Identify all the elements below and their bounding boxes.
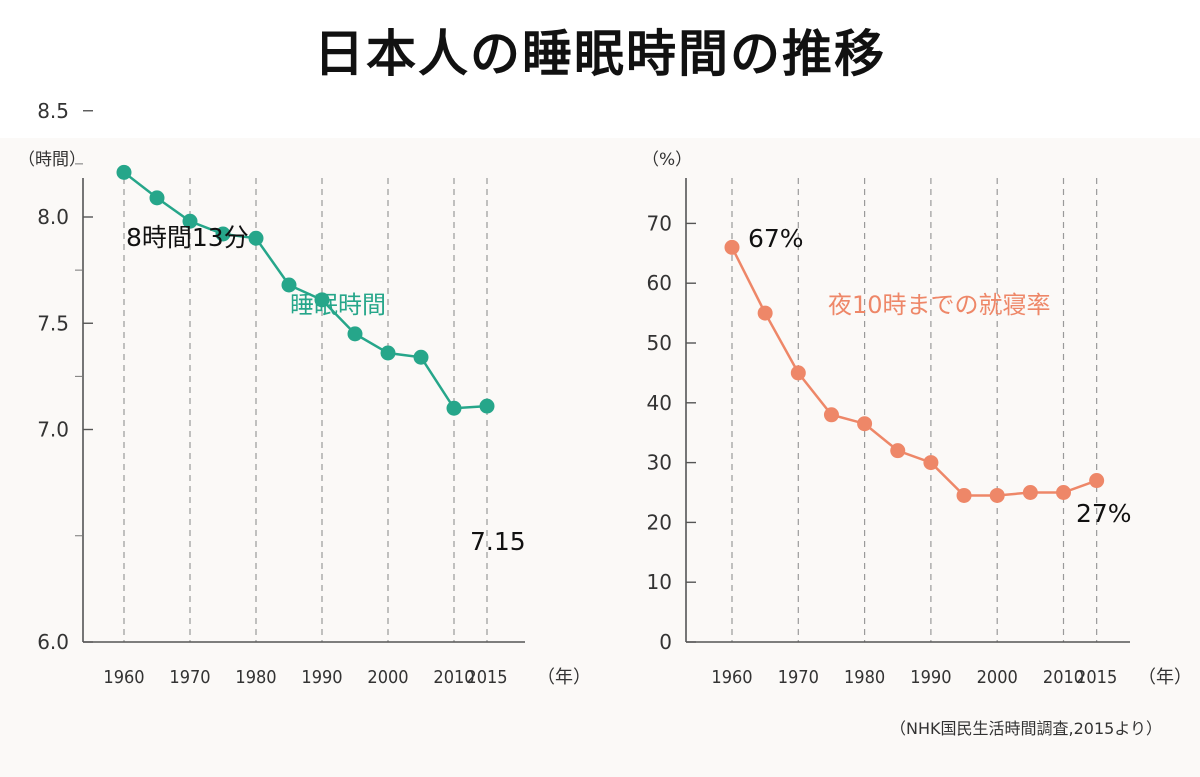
end-value-label: 7.15 [470, 527, 526, 556]
y-tick-label: 0 [659, 630, 672, 654]
data-point [857, 416, 873, 432]
data-point [1022, 485, 1038, 500]
y-tick-label: 20 [647, 510, 672, 534]
y-unit-label: （%） [642, 150, 692, 170]
y-tick-label: 7.0 [37, 418, 69, 442]
x-tick-label: 1960 [711, 667, 752, 688]
x-tick-label: 2010 [1043, 667, 1084, 688]
data-point [182, 213, 198, 229]
y-tick-label: 8.0 [37, 205, 69, 229]
data-point [248, 230, 264, 246]
y-tick-label: 40 [647, 391, 672, 415]
y-tick-label: 8.5 [37, 99, 69, 123]
data-point [890, 443, 906, 459]
start-value-label: 8時間13分 [126, 223, 249, 252]
start-value-label: 67% [748, 224, 804, 253]
x-tick-label: 2000 [367, 667, 408, 688]
chart-background [0, 138, 1200, 777]
data-point [923, 455, 939, 471]
x-tick-label: 1990 [301, 667, 342, 688]
series-label: 夜10時までの就寝率 [828, 291, 1051, 319]
data-point [823, 407, 839, 423]
data-point [380, 345, 396, 361]
y-tick-label: 10 [647, 570, 672, 594]
data-point [149, 190, 165, 206]
data-point [314, 292, 330, 308]
y-tick-label: 6.0 [37, 630, 69, 654]
x-tick-label: 1970 [778, 667, 819, 688]
x-unit-label: （年） [1138, 667, 1192, 688]
data-point [479, 398, 495, 414]
data-point [989, 487, 1005, 503]
page-title: 日本人の睡眠時間の推移 [314, 25, 886, 83]
data-point [1056, 485, 1071, 500]
y-tick-label: 70 [647, 211, 672, 235]
x-tick-label: 1990 [910, 667, 951, 688]
y-tick-label: 7.5 [37, 311, 69, 335]
x-tick-label: 2015 [1076, 667, 1117, 688]
x-unit-label: （年） [537, 667, 591, 688]
series-line [730, 246, 1098, 497]
x-tick-label: 1980 [235, 667, 276, 688]
y-tick-label: 50 [647, 331, 672, 355]
series-label: 睡眠時間 [290, 291, 386, 319]
x-tick-label: 2000 [977, 667, 1018, 688]
data-point [790, 365, 806, 381]
y-tick-label: 30 [647, 451, 672, 475]
data-point [116, 164, 132, 180]
x-tick-label: 1970 [169, 667, 210, 688]
x-tick-label: 2015 [466, 667, 507, 688]
x-tick-label: 1960 [103, 667, 144, 688]
data-point [347, 326, 363, 342]
data-point [1089, 473, 1105, 489]
data-point [215, 226, 231, 242]
data-point [956, 487, 972, 503]
data-point [446, 400, 462, 416]
y-unit-label: （時間） [18, 150, 86, 170]
data-point [413, 349, 429, 365]
data-point [281, 277, 297, 293]
data-point [757, 305, 773, 321]
y-tick-label: 60 [647, 271, 672, 295]
source-note: （NHK国民生活時間調査,2015より） [890, 719, 1162, 738]
x-tick-label: 1980 [844, 667, 885, 688]
x-tick-label: 2010 [433, 667, 474, 688]
end-value-label: 27% [1076, 499, 1132, 528]
data-point [724, 239, 740, 255]
